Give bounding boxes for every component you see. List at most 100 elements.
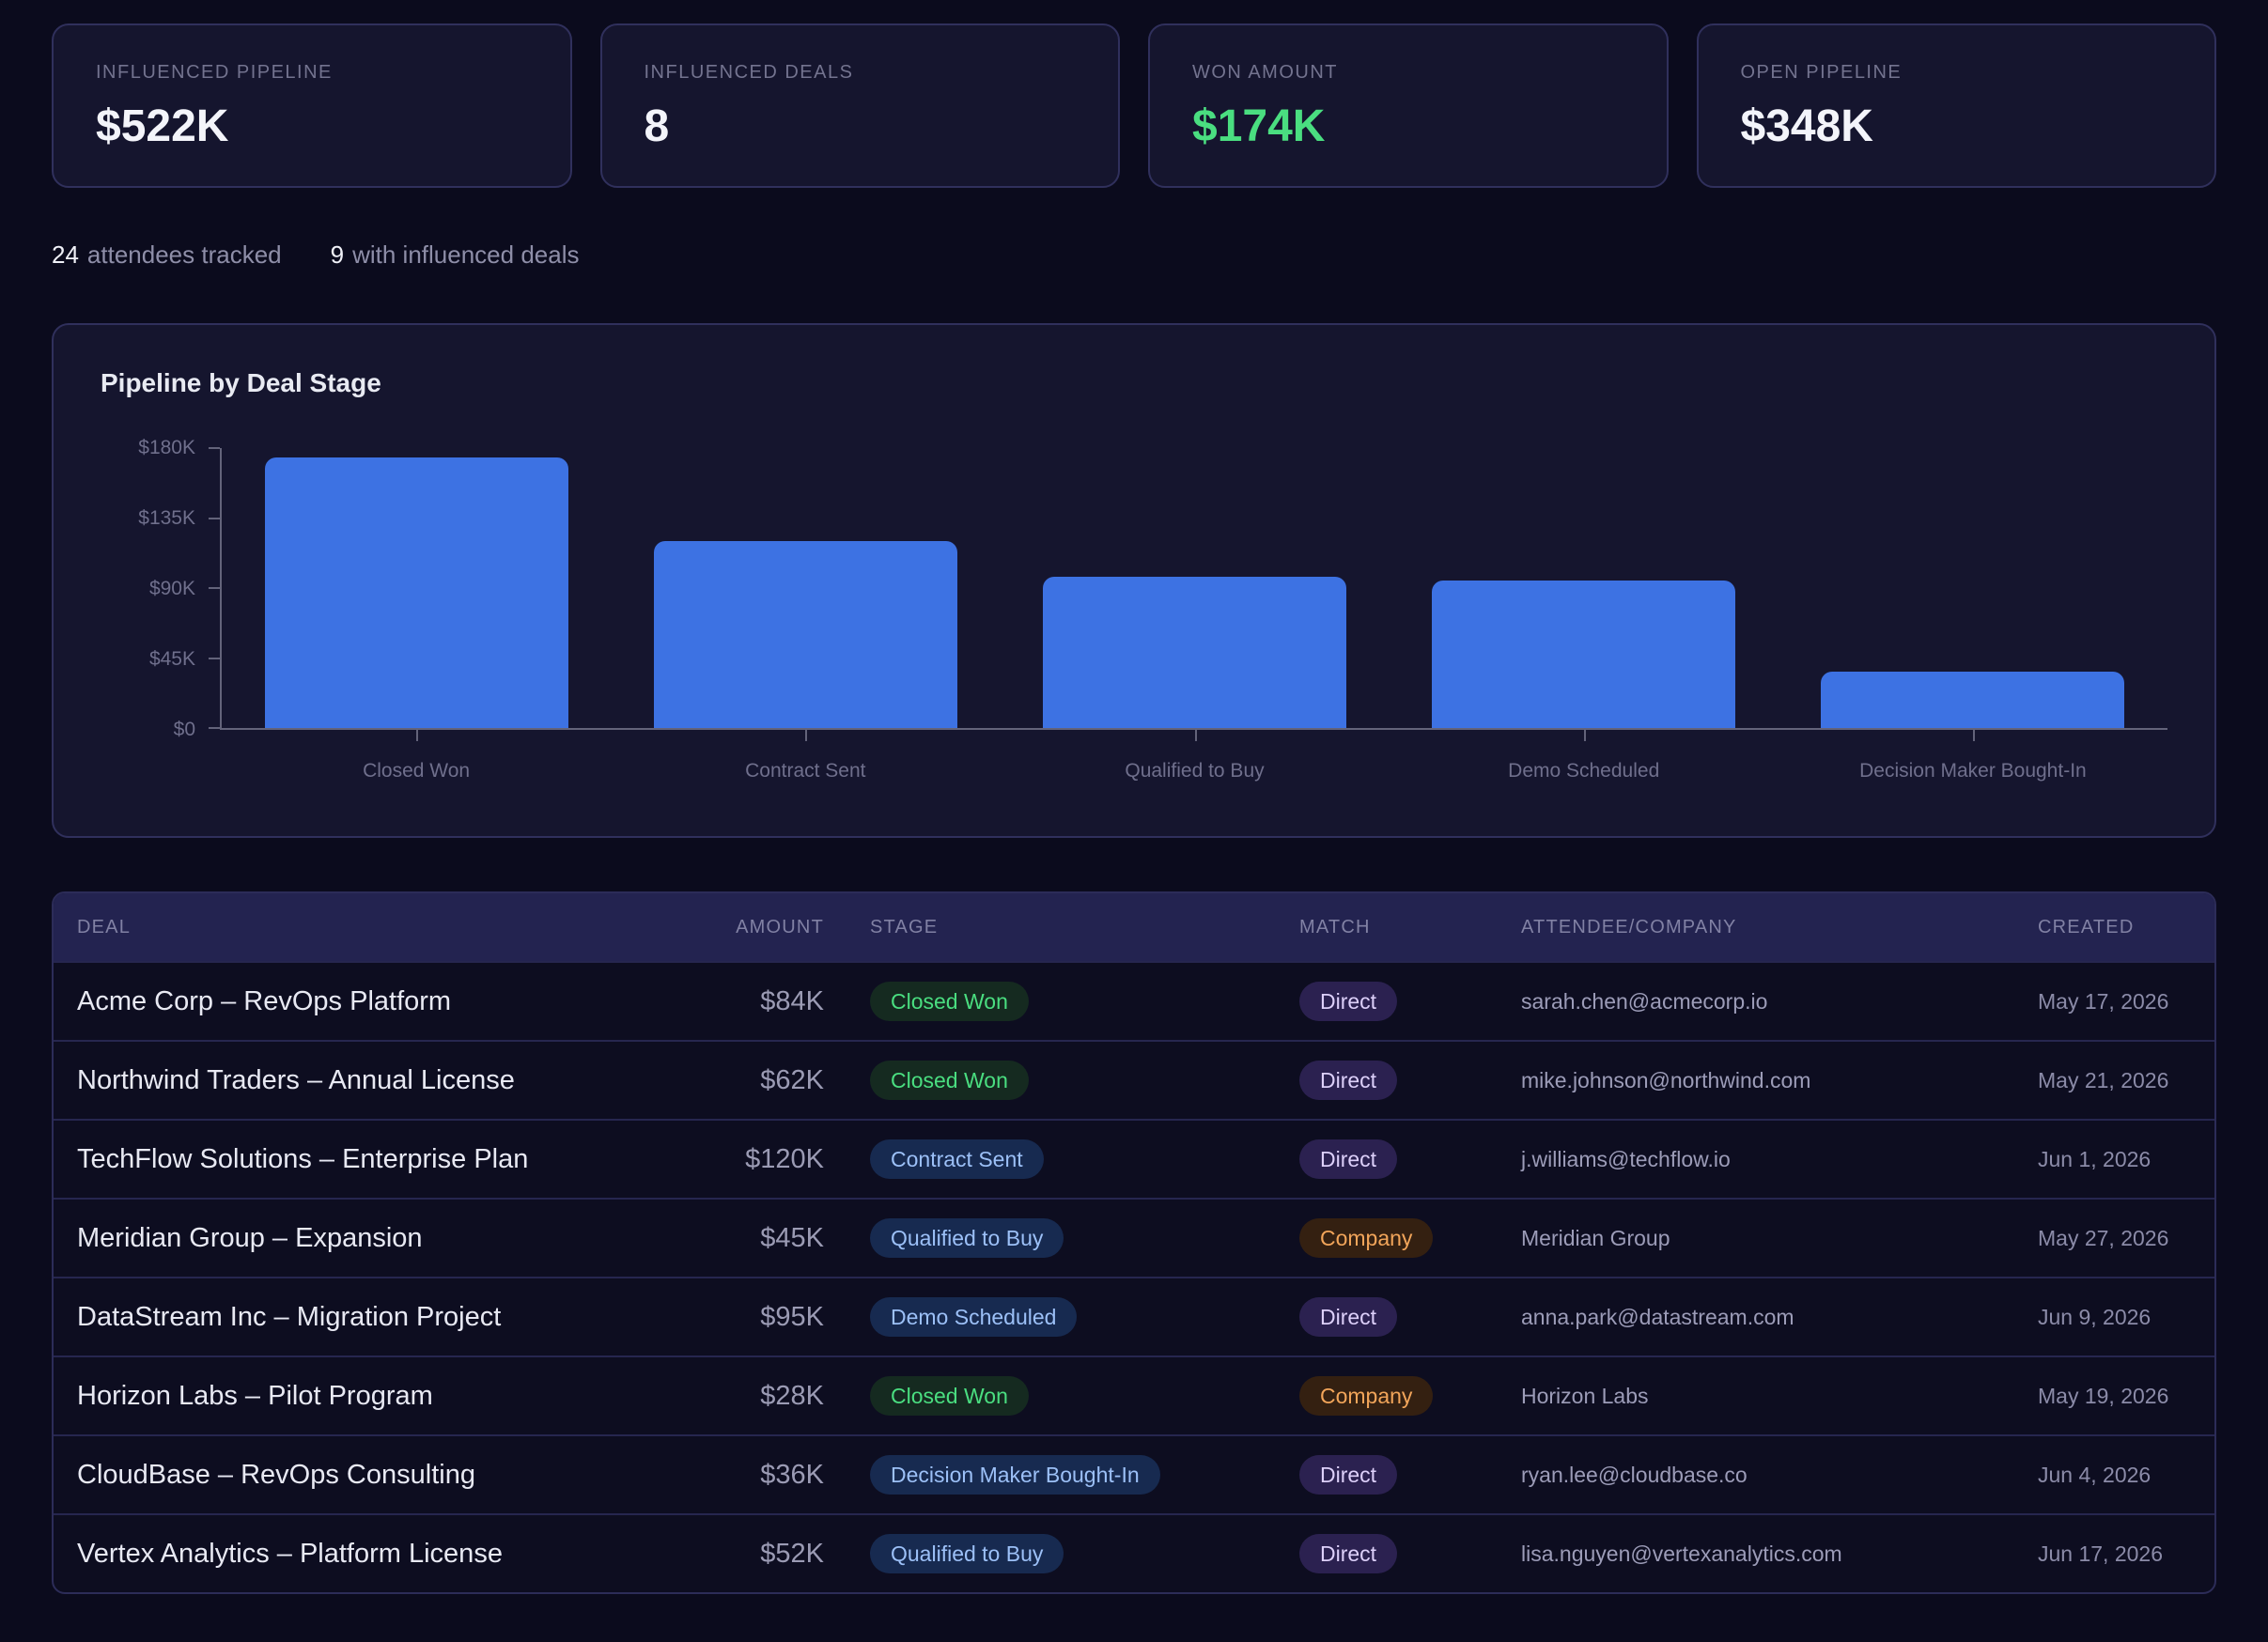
bar-slot: Decision Maker Bought-In: [1779, 448, 2167, 782]
stage-cell: Qualified to Buy: [824, 1534, 1253, 1573]
deal-cell: DataStream Inc – Migration Project: [77, 1301, 502, 1332]
amount-cell: $120K: [745, 1143, 824, 1174]
y-tick-label: $45K: [148, 648, 195, 670]
stage-cell: Closed Won: [824, 982, 1253, 1021]
attendee-cell: Horizon Labs: [1521, 1383, 1649, 1408]
created-cell: May 27, 2026: [2038, 1225, 2169, 1250]
summary-label: attendees tracked: [86, 240, 282, 269]
amount-cell: $62K: [760, 1064, 824, 1095]
table-row[interactable]: TechFlow Solutions – Enterprise Plan $120…: [54, 1119, 2214, 1198]
deal-cell: Horizon Labs – Pilot Program: [77, 1380, 433, 1411]
x-tick-mark: [1583, 730, 1586, 741]
deal-cell: Acme Corp – RevOps Platform: [77, 985, 452, 1016]
table-row[interactable]: Northwind Traders – Annual License $62K Cl…: [54, 1040, 2214, 1119]
column-header-attendee: ATTENDEE/COMPANY: [1521, 916, 1737, 937]
match-cell: Direct: [1253, 1455, 1475, 1495]
stage-cell: Closed Won: [824, 1376, 1253, 1416]
table-header-row: DEAL AMOUNT STAGE MATCH ATTENDEE/COMPANY CREA…: [54, 893, 2214, 961]
x-tick-mark: [1194, 730, 1197, 741]
kpi-card: WON AMOUNT $174K: [1148, 23, 1669, 188]
table-row[interactable]: Acme Corp – RevOps Platform $84K Closed Wo…: [54, 961, 2214, 1040]
deal-cell: Northwind Traders – Annual License: [77, 1064, 515, 1095]
summary-count: 24: [52, 240, 79, 269]
created-cell: May 17, 2026: [2038, 988, 2169, 1014]
created-cell: May 21, 2026: [2038, 1067, 2169, 1092]
summary-count: 9: [330, 240, 345, 269]
kpi-value: $348K: [1740, 101, 1873, 151]
amount-cell: $36K: [760, 1459, 824, 1490]
column-header-match: MATCH: [1299, 916, 1371, 937]
match-badge: Company: [1299, 1218, 1434, 1258]
stage-badge: Decision Maker Bought-In: [870, 1455, 1160, 1495]
y-tick-mark: [209, 587, 220, 589]
summary-item: 9 with influenced deals: [331, 240, 580, 270]
y-tick-mark: [209, 727, 220, 729]
deal-cell: Meridian Group – Expansion: [77, 1222, 423, 1253]
match-badge: Direct: [1299, 1061, 1398, 1100]
pipeline-chart-card: Pipeline by Deal Stage $180K $135K $90K $45…: [52, 323, 2216, 838]
stage-cell: Closed Won: [824, 1061, 1253, 1100]
stage-badge: Closed Won: [870, 1376, 1029, 1416]
stage-cell: Demo Scheduled: [824, 1297, 1253, 1337]
kpi-label: INFLUENCED DEALS: [644, 62, 854, 83]
table-row[interactable]: Horizon Labs – Pilot Program $28K Closed W…: [54, 1355, 2214, 1434]
bar: [1042, 577, 1347, 728]
attendee-cell: j.williams@techflow.io: [1521, 1146, 1731, 1171]
y-tick-mark: [209, 447, 220, 449]
stage-badge: Qualified to Buy: [870, 1534, 1064, 1573]
attendee-cell: ryan.lee@cloudbase.co: [1521, 1462, 1748, 1487]
match-cell: Company: [1253, 1218, 1475, 1258]
summary-label: with influenced deals: [352, 240, 580, 269]
match-cell: Company: [1253, 1376, 1475, 1416]
bar: [1821, 672, 2125, 728]
match-badge: Direct: [1299, 1455, 1398, 1495]
stage-badge: Contract Sent: [870, 1139, 1044, 1179]
summary-row: 24 attendees tracked 9 with influenced deal…: [52, 240, 2216, 270]
table-row[interactable]: DataStream Inc – Migration Project $95K De…: [54, 1277, 2214, 1355]
stage-cell: Decision Maker Bought-In: [824, 1455, 1253, 1495]
deal-cell: TechFlow Solutions – Enterprise Plan: [77, 1143, 529, 1174]
x-category-label: Contract Sent: [745, 760, 866, 782]
column-header-amount: AMOUNT: [736, 916, 824, 937]
created-cell: Jun 9, 2026: [2038, 1304, 2151, 1329]
bar-chart: $180K $135K $90K $45K $0 Closed Won Contract …: [101, 437, 2167, 782]
created-cell: Jun 17, 2026: [2038, 1541, 2164, 1566]
y-tick-label: $90K: [148, 578, 195, 599]
amount-cell: $45K: [760, 1222, 824, 1253]
bar-slot: Contract Sent: [611, 448, 1000, 782]
table-row[interactable]: Meridian Group – Expansion $45K Qualified …: [54, 1198, 2214, 1277]
attendee-cell: mike.johnson@northwind.com: [1521, 1067, 1811, 1092]
match-cell: Direct: [1253, 1139, 1475, 1179]
match-cell: Direct: [1253, 1534, 1475, 1573]
table-row[interactable]: Vertex Analytics – Platform License $52K Q…: [54, 1513, 2214, 1592]
x-tick-mark: [805, 730, 808, 741]
amount-cell: $95K: [760, 1301, 824, 1332]
deal-cell: Vertex Analytics – Platform License: [77, 1538, 503, 1569]
bar: [653, 541, 957, 728]
attendee-cell: lisa.nguyen@vertexanalytics.com: [1521, 1541, 1842, 1566]
created-cell: Jun 4, 2026: [2038, 1462, 2151, 1487]
attendee-cell: sarah.chen@acmecorp.io: [1521, 988, 1768, 1014]
table-row[interactable]: CloudBase – RevOps Consulting $36K Decisio…: [54, 1434, 2214, 1513]
kpi-label: WON AMOUNT: [1192, 62, 1338, 83]
y-tick-mark: [209, 657, 220, 659]
amount-cell: $52K: [760, 1538, 824, 1569]
chart-plot-area: Closed Won Contract Sent Qualified to Buy D…: [209, 447, 2167, 782]
x-category-label: Qualified to Buy: [1125, 760, 1265, 782]
y-tick-label: $0: [173, 719, 195, 740]
stage-badge: Demo Scheduled: [870, 1297, 1078, 1337]
table-body: Acme Corp – RevOps Platform $84K Closed Wo…: [54, 961, 2214, 1592]
amount-cell: $84K: [760, 985, 824, 1016]
match-cell: Direct: [1253, 1061, 1475, 1100]
match-badge: Direct: [1299, 1297, 1398, 1337]
y-tick-label: $135K: [138, 507, 195, 529]
match-badge: Direct: [1299, 1534, 1398, 1573]
bar-slot: Qualified to Buy: [1000, 448, 1389, 782]
stage-badge: Closed Won: [870, 982, 1029, 1021]
kpi-value: $522K: [96, 101, 229, 151]
match-badge: Direct: [1299, 982, 1398, 1021]
kpi-label: OPEN PIPELINE: [1740, 62, 1903, 83]
amount-cell: $28K: [760, 1380, 824, 1411]
column-header-deal: DEAL: [77, 916, 132, 937]
y-axis-labels: $180K $135K $90K $45K $0: [101, 437, 220, 740]
